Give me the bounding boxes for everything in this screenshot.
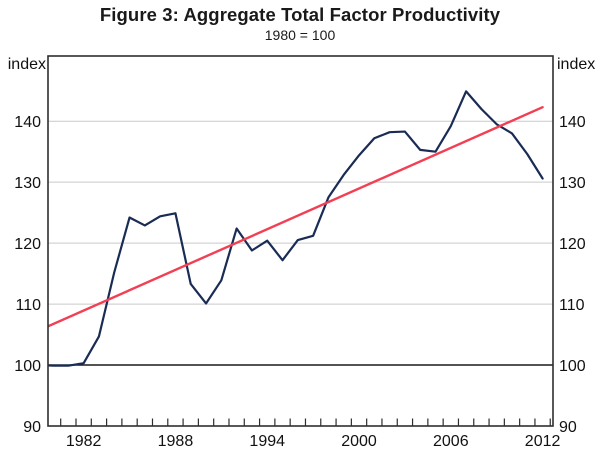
series-group xyxy=(48,90,544,367)
trend-line xyxy=(48,105,544,328)
x-tick-label: 1982 xyxy=(66,433,102,450)
right-axis-unit-label: index xyxy=(557,56,596,73)
y-tick-label-right: 130 xyxy=(559,175,586,192)
y-tick-label-right: 100 xyxy=(559,358,586,375)
y-tick-label-left: 110 xyxy=(15,297,41,314)
x-tick-label: 1994 xyxy=(249,433,285,450)
y-tick-label-right: 110 xyxy=(559,297,585,314)
left-axis-unit-label: index xyxy=(7,56,46,73)
x-tick-label: 1988 xyxy=(158,433,194,450)
figure-subtitle: 1980 = 100 xyxy=(264,27,336,43)
y-tick-label-left: 130 xyxy=(14,175,41,192)
y-tick-label-left: 140 xyxy=(14,114,41,131)
y-tick-label-right: 90 xyxy=(559,419,577,436)
tfp-series-line xyxy=(48,90,544,367)
x-tick-label: 2006 xyxy=(433,433,469,450)
plot-frame xyxy=(47,55,554,427)
x-tick-label: 2000 xyxy=(341,433,377,450)
y-tick-label-left: 90 xyxy=(23,419,41,436)
y-tick-label-left: 100 xyxy=(14,358,41,375)
x-tick-label: 2012 xyxy=(525,433,561,450)
figure-title: Figure 3: Aggregate Total Factor Product… xyxy=(99,4,501,25)
y-tick-label-right: 140 xyxy=(559,114,586,131)
y-tick-label-right: 120 xyxy=(559,236,586,253)
y-tick-label-left: 120 xyxy=(14,236,41,253)
